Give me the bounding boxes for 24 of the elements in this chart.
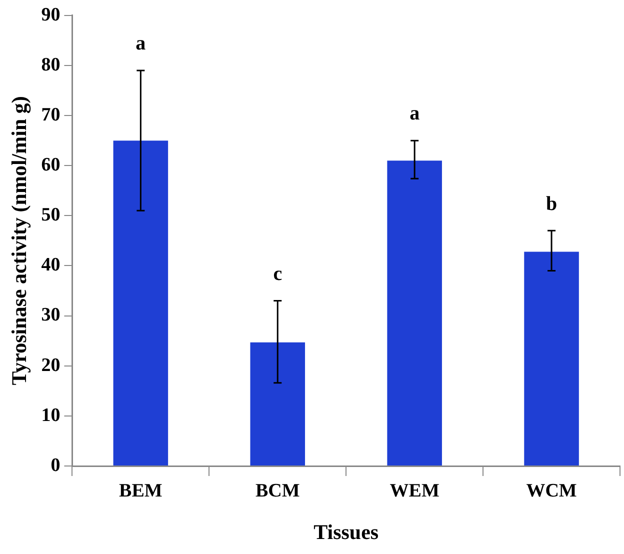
x-tick-label: WEM	[390, 480, 440, 502]
y-tick-label: 20	[41, 354, 60, 376]
x-axis-title: Tissues	[314, 520, 379, 544]
x-tick-label: BEM	[119, 480, 162, 502]
x-tick-label: WCM	[526, 480, 577, 502]
x-tick-label: BCM	[255, 480, 300, 502]
y-tick-label: 60	[41, 154, 60, 176]
y-tick-label: 40	[41, 254, 60, 276]
annotation: a	[410, 102, 420, 125]
y-tick-label: 0	[50, 454, 60, 476]
y-axis-title: Tyrosinase activity (nmol/min g)	[7, 96, 32, 386]
bar	[250, 342, 306, 466]
y-tick-label: 30	[41, 304, 60, 326]
annotation: b	[546, 192, 558, 215]
y-tick-label: 70	[41, 104, 60, 126]
bar	[113, 140, 168, 466]
y-tick-label: 50	[41, 204, 60, 226]
bar	[524, 252, 579, 466]
y-tick-label: 90	[41, 4, 60, 26]
bar	[387, 160, 442, 466]
annotation: c	[273, 262, 282, 285]
annotation: a	[136, 32, 146, 55]
y-tick-label: 80	[41, 54, 60, 76]
y-tick-label: 10	[41, 404, 60, 426]
